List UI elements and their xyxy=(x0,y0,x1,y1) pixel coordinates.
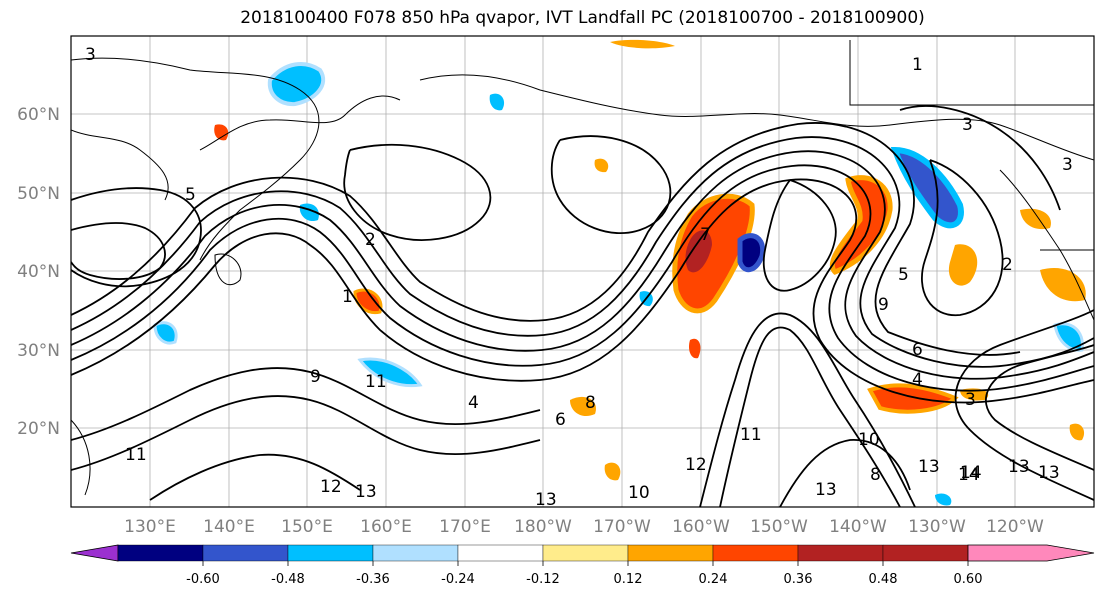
svg-text:130°W: 130°W xyxy=(908,517,966,537)
colorbar-segment xyxy=(372,544,459,562)
svg-text:170°W: 170°W xyxy=(593,517,651,537)
svg-text:140°E: 140°E xyxy=(203,517,255,537)
contour-labels: 3 5 1 2 9 11 13 4 6 8 10 12 14 7 13 13 1… xyxy=(85,45,1073,510)
colorbar-tick-label: 0.12 xyxy=(614,572,643,587)
svg-text:5: 5 xyxy=(898,265,909,285)
svg-text:13: 13 xyxy=(1038,463,1060,483)
svg-text:160°E: 160°E xyxy=(360,517,412,537)
svg-text:11: 11 xyxy=(365,372,387,392)
svg-text:1: 1 xyxy=(342,287,353,307)
svg-text:11: 11 xyxy=(125,445,147,465)
svg-text:150°E: 150°E xyxy=(281,517,333,537)
svg-text:140°W: 140°W xyxy=(829,517,887,537)
latitude-labels: 60°N 50°N 40°N 30°N 20°N xyxy=(17,105,60,439)
svg-text:11: 11 xyxy=(740,425,762,445)
coastlines xyxy=(71,40,1094,496)
svg-text:13: 13 xyxy=(815,480,837,500)
colorbar-segment xyxy=(797,544,884,562)
svg-text:3: 3 xyxy=(965,390,976,410)
colorbar-extend-low xyxy=(70,544,119,562)
svg-text:8: 8 xyxy=(585,393,596,413)
plot-title: 2018100400 F078 850 hPa qvapor, IVT Land… xyxy=(240,8,925,28)
svg-text:150°W: 150°W xyxy=(750,517,808,537)
svg-text:9: 9 xyxy=(310,367,321,387)
svg-text:50°N: 50°N xyxy=(17,184,60,204)
colorbar-segment xyxy=(287,544,374,562)
svg-text:10: 10 xyxy=(628,483,650,503)
svg-text:13: 13 xyxy=(1008,457,1030,477)
colorbar-tick-label: 0.36 xyxy=(784,572,813,587)
longitude-labels: 130°E 140°E 150°E 160°E 170°E 180°W 170°… xyxy=(124,517,1044,537)
svg-text:3: 3 xyxy=(962,115,973,135)
svg-text:2: 2 xyxy=(365,230,376,250)
colorbar-segment xyxy=(712,544,799,562)
map-frame xyxy=(70,35,1095,508)
colorbar-ticks xyxy=(202,561,969,566)
svg-text:12: 12 xyxy=(320,477,342,497)
colorbar-tick-label: 0.48 xyxy=(869,572,898,587)
colorbar-tick-label: -0.48 xyxy=(271,572,305,587)
svg-text:3: 3 xyxy=(85,45,96,65)
svg-text:10: 10 xyxy=(858,430,880,450)
svg-text:130°E: 130°E xyxy=(124,517,176,537)
colorbar-tick-label: -0.60 xyxy=(186,572,220,587)
svg-text:160°W: 160°W xyxy=(672,517,730,537)
svg-text:20°N: 20°N xyxy=(17,419,60,439)
svg-text:6: 6 xyxy=(912,340,923,360)
svg-text:9: 9 xyxy=(878,295,889,315)
svg-text:5: 5 xyxy=(185,185,196,205)
svg-text:4: 4 xyxy=(468,393,479,413)
colorbar-segment xyxy=(542,544,629,562)
svg-text:4: 4 xyxy=(912,370,923,390)
colorbar-tick-label: -0.24 xyxy=(441,572,475,587)
colorbar-segment xyxy=(117,544,204,562)
svg-text:60°N: 60°N xyxy=(17,105,60,125)
svg-text:7: 7 xyxy=(700,225,711,245)
ivt-contours xyxy=(71,105,1094,507)
svg-text:14: 14 xyxy=(958,465,980,485)
svg-text:30°N: 30°N xyxy=(17,341,60,361)
svg-text:14: 14 xyxy=(960,463,982,483)
svg-text:6: 6 xyxy=(555,410,566,430)
colorbar-extend-high-arrow xyxy=(967,544,1095,562)
shaded-anomalies xyxy=(153,39,1086,506)
colorbar-extend-high xyxy=(882,544,969,562)
colorbar: -0.60 -0.48 -0.36 -0.24 -0.12 0.12 0.24 … xyxy=(70,544,1095,587)
map-content: 3 5 1 2 9 11 13 4 6 8 10 12 14 7 13 13 1… xyxy=(71,36,1094,510)
colorbar-tick-label: 0.60 xyxy=(954,572,983,587)
svg-text:8: 8 xyxy=(870,465,881,485)
svg-text:40°N: 40°N xyxy=(17,262,60,282)
colorbar-tick-label: -0.12 xyxy=(526,572,560,587)
gridlines xyxy=(71,36,1094,507)
svg-text:3: 3 xyxy=(1062,155,1073,175)
svg-text:170°E: 170°E xyxy=(439,517,491,537)
colorbar-segment xyxy=(457,544,544,562)
svg-text:2: 2 xyxy=(1002,255,1013,275)
svg-text:12: 12 xyxy=(685,455,707,475)
colorbar-segment xyxy=(627,544,714,562)
colorbar-tick-label: -0.36 xyxy=(356,572,390,587)
svg-text:13: 13 xyxy=(918,457,940,477)
colorbar-tick-label: 0.24 xyxy=(699,572,728,587)
svg-text:13: 13 xyxy=(355,482,377,502)
svg-text:120°W: 120°W xyxy=(986,517,1044,537)
svg-text:1: 1 xyxy=(912,55,923,75)
colorbar-segment xyxy=(202,544,289,562)
svg-text:180°W: 180°W xyxy=(514,517,572,537)
svg-text:13: 13 xyxy=(535,490,557,510)
